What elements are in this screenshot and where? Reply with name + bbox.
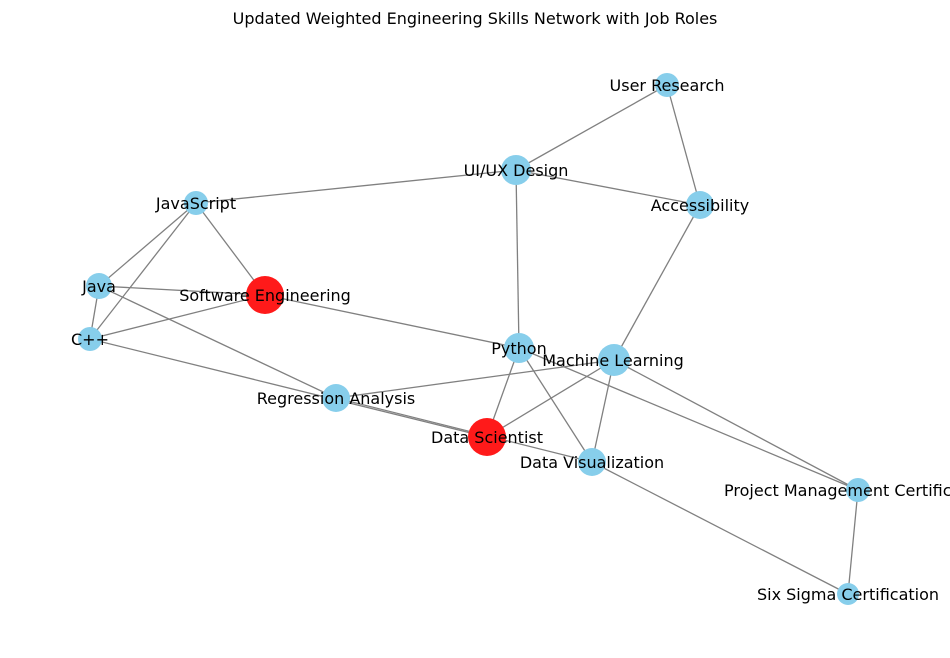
node-python [504, 333, 534, 363]
edge-machine-learning-regression-analysis [335, 359, 615, 399]
edge-user-research-uiux-design [515, 84, 668, 171]
edge-machine-learning-data-scientist [486, 359, 615, 438]
node-label-data-visualization: Data Visualization [520, 453, 664, 472]
edge-machine-learning-project-management [613, 359, 859, 491]
edge-cpp-software-engineering [89, 294, 266, 340]
edge-python-project-management [518, 347, 859, 491]
edge-cpp-data-scientist [89, 338, 488, 438]
edge-data-visualization-six-sigma [591, 461, 849, 595]
node-six-sigma [837, 583, 859, 605]
node-javascript [184, 191, 208, 215]
diagram-title: Updated Weighted Engineering Skills Netw… [233, 9, 718, 28]
node-label-uiux-design: UI/UX Design [464, 161, 569, 180]
node-uiux-design [501, 155, 531, 185]
edge-javascript-java [98, 202, 197, 287]
edge-java-regression-analysis [98, 285, 337, 399]
nodes-layer [78, 73, 870, 605]
edge-software-engineering-python [264, 294, 520, 349]
node-label-data-scientist: Data Scientist [431, 428, 543, 447]
edge-uiux-design-javascript [195, 169, 517, 204]
node-label-javascript: JavaScript [155, 194, 236, 213]
edge-python-data-visualization [518, 347, 593, 463]
node-cpp [78, 327, 102, 351]
node-regression-analysis [322, 384, 350, 412]
node-label-machine-learning: Machine Learning [542, 351, 684, 370]
labels-layer: User Research UI/UX Design Accessibility Ja… [71, 76, 950, 604]
node-label-java: Java [81, 277, 116, 296]
edge-machine-learning-data-visualization [591, 359, 615, 463]
node-label-regression-analysis: Regression Analysis [257, 389, 416, 408]
node-label-project-management: Project Management Certification [724, 481, 950, 500]
edge-uiux-design-accessibility [515, 169, 701, 206]
node-label-accessibility: Accessibility [651, 196, 749, 215]
edge-accessibility-machine-learning [613, 204, 701, 361]
node-java [86, 273, 112, 299]
node-user-research [655, 73, 679, 97]
edge-user-research-accessibility [666, 84, 701, 206]
node-machine-learning [598, 344, 630, 376]
node-project-management [846, 478, 870, 502]
node-data-visualization [578, 448, 606, 476]
edge-javascript-cpp [89, 202, 197, 340]
node-accessibility [686, 191, 714, 219]
node-label-software-engineering: Software Engineering [179, 286, 351, 305]
edge-project-management-six-sigma [847, 489, 859, 595]
edges-layer [89, 84, 859, 595]
node-software-engineering [246, 276, 284, 314]
edge-javascript-software-engineering [195, 202, 266, 296]
node-label-six-sigma: Six Sigma Certification [757, 585, 939, 604]
node-label-user-research: User Research [610, 76, 725, 95]
node-label-cpp: C++ [71, 330, 109, 349]
node-data-scientist [468, 418, 506, 456]
edge-regression-analysis-data-visualization [335, 397, 593, 463]
edge-uiux-design-python [515, 169, 520, 349]
node-label-python: Python [491, 339, 546, 358]
edge-java-software-engineering [98, 285, 266, 296]
